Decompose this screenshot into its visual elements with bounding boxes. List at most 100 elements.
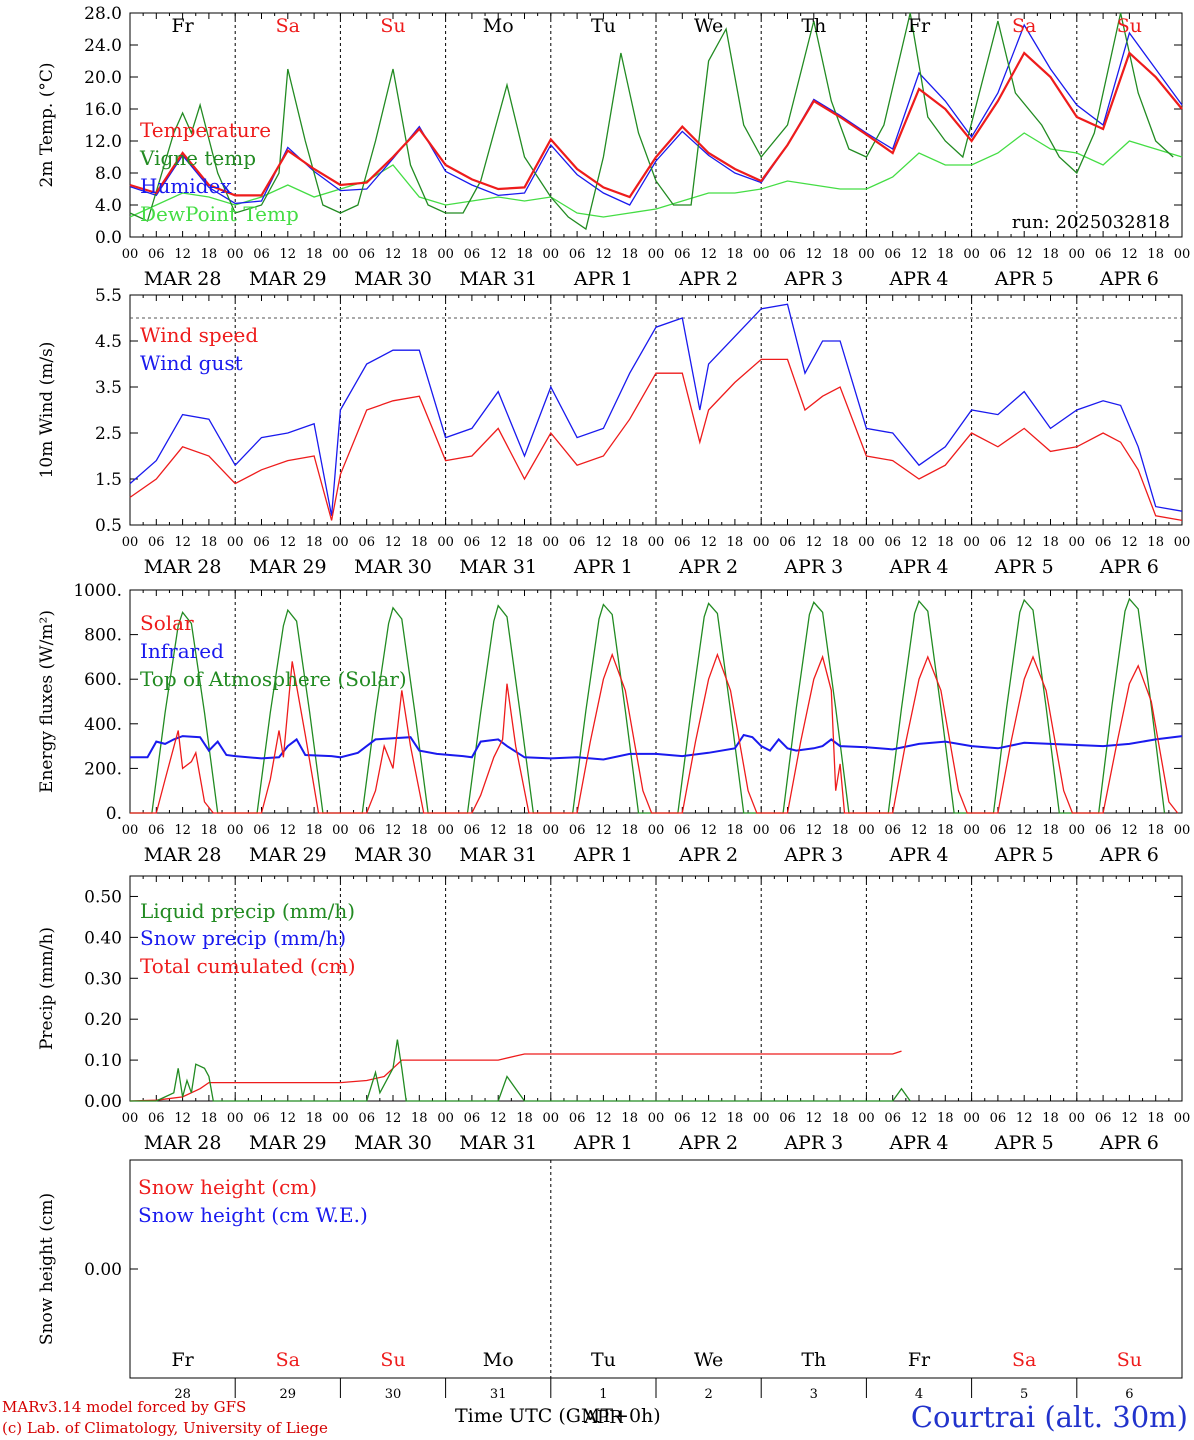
- hour-label: 12: [490, 247, 507, 262]
- hour-label: 06: [779, 535, 796, 550]
- day-name: Fr: [171, 15, 194, 37]
- bottom-month: APR: [583, 1407, 623, 1428]
- hour-label: 18: [201, 1111, 218, 1126]
- hour-label: 00: [332, 535, 349, 550]
- hour-label: 12: [911, 535, 928, 550]
- hour-label: 00: [1069, 535, 1086, 550]
- y-axis-label: 2m Temp. (°C): [37, 62, 57, 187]
- date-label: APR 5: [994, 1132, 1054, 1154]
- hour-label: 12: [385, 535, 402, 550]
- hour-label: 00: [648, 247, 665, 262]
- hour-label: 00: [648, 1111, 665, 1126]
- hour-label: 06: [358, 823, 375, 838]
- hour-label: 00: [1069, 823, 1086, 838]
- panel-3: [129, 875, 1183, 1102]
- day-name: Fr: [908, 15, 931, 37]
- day-name: Sa: [1012, 15, 1036, 37]
- hour-label: 12: [700, 247, 717, 262]
- date-label: MAR 29: [249, 844, 327, 866]
- day-name-bottom: Su: [380, 1349, 405, 1371]
- hour-label: 06: [1095, 823, 1112, 838]
- y-tick-label: 0.00: [84, 1092, 122, 1112]
- date-label: APR 4: [889, 844, 949, 866]
- hour-label: 18: [1042, 1111, 1059, 1126]
- date-label: APR 2: [678, 268, 738, 290]
- hour-label: 18: [1147, 1111, 1164, 1126]
- hour-label: 12: [280, 535, 297, 550]
- date-label: APR 2: [678, 556, 738, 578]
- day-name-bottom: Fr: [908, 1349, 931, 1371]
- date-label: APR 1: [573, 268, 633, 290]
- hour-label: 00: [753, 1111, 770, 1126]
- day-number: 5: [1020, 1387, 1028, 1402]
- day-name-bottom: Su: [1117, 1349, 1142, 1371]
- hour-label: 12: [280, 823, 297, 838]
- legend-entry: Snow precip (mm/h): [140, 926, 346, 950]
- date-label: MAR 29: [249, 556, 327, 578]
- legend-entry: Wind gust: [140, 351, 243, 375]
- hour-label: 18: [832, 823, 849, 838]
- series-liquid-precip-mm-h-: [130, 1039, 911, 1102]
- panel-1: [129, 294, 1183, 526]
- y-tick-label: 5.5: [95, 286, 122, 306]
- hour-label: 00: [227, 823, 244, 838]
- hour-label: 18: [201, 247, 218, 262]
- hour-label: 12: [1121, 535, 1138, 550]
- hour-label: 00: [858, 535, 875, 550]
- date-label: MAR 31: [459, 268, 537, 290]
- station-name: Courtrai (alt. 30m): [910, 1400, 1188, 1434]
- date-label: APR 6: [1099, 1132, 1159, 1154]
- y-tick-label: 0.20: [84, 1010, 122, 1030]
- legend-entry: Top of Atmosphere (Solar): [140, 667, 407, 691]
- hour-label: 12: [385, 823, 402, 838]
- legend-entry: Temperature: [140, 118, 271, 142]
- hour-label: 06: [1095, 247, 1112, 262]
- hour-label: 00: [1069, 1111, 1086, 1126]
- hour-label: 06: [674, 823, 691, 838]
- hour-label: 18: [621, 535, 638, 550]
- hour-label: 00: [1174, 1111, 1191, 1126]
- hour-label: 12: [806, 247, 823, 262]
- hour-label: 06: [884, 1111, 901, 1126]
- date-label: MAR 28: [144, 844, 222, 866]
- hour-label: 06: [464, 535, 481, 550]
- day-name-bottom: Sa: [276, 1349, 300, 1371]
- y-tick-label: 800.: [84, 626, 122, 646]
- date-label: MAR 28: [144, 556, 222, 578]
- date-label: APR 4: [889, 1132, 949, 1154]
- panel-2: [129, 589, 1183, 814]
- series-wind-gust: [129, 303, 1183, 516]
- hour-label: 00: [227, 535, 244, 550]
- hour-label: 06: [674, 1111, 691, 1126]
- hour-label: 00: [1069, 247, 1086, 262]
- hour-label: 00: [543, 247, 560, 262]
- y-tick-label: 0.: [106, 804, 122, 824]
- date-label: APR 5: [994, 268, 1054, 290]
- y-tick-label: 0.5: [95, 516, 122, 536]
- date-label: APR 3: [783, 1132, 843, 1154]
- hour-label: 00: [963, 1111, 980, 1126]
- y-tick-label: 0.40: [84, 928, 122, 948]
- hour-label: 00: [227, 247, 244, 262]
- hour-label: 00: [858, 247, 875, 262]
- hour-label: 00: [753, 247, 770, 262]
- y-axis-label: Snow height (cm): [37, 1193, 57, 1345]
- series-wind-speed: [129, 358, 1183, 522]
- hour-label: 00: [753, 823, 770, 838]
- legend-entry: Solar: [140, 611, 194, 635]
- date-label: APR 2: [678, 1132, 738, 1154]
- hour-label: 00: [437, 823, 454, 838]
- y-tick-label: 1000.: [73, 581, 122, 601]
- day-number: 1: [599, 1387, 607, 1402]
- hour-label: 12: [1016, 247, 1033, 262]
- hour-label: 06: [464, 823, 481, 838]
- day-number: 6: [1125, 1387, 1133, 1402]
- hour-label: 00: [332, 823, 349, 838]
- day-number: 31: [490, 1387, 507, 1402]
- hour-label: 18: [832, 535, 849, 550]
- hour-label: 06: [464, 247, 481, 262]
- hour-label: 12: [595, 1111, 612, 1126]
- y-tick-label: 0.0: [95, 228, 122, 248]
- y-tick-label: 1.5: [95, 470, 122, 490]
